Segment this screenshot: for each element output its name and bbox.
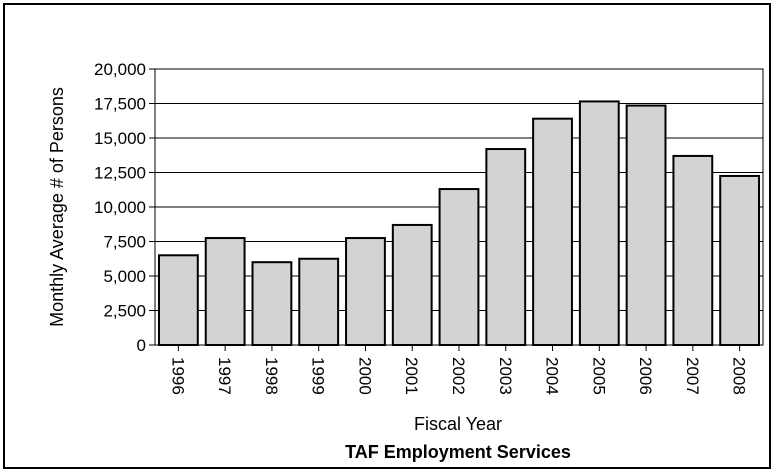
y-tick-label: 20,000 [94,60,146,79]
bar-1996 [157,254,199,346]
bar-2008 [719,174,761,346]
x-axis-title: Fiscal Year [414,414,502,434]
bar-2002 [438,188,480,346]
bar-2005 [578,100,620,347]
bar-1997 [204,237,246,346]
y-tick-label: 10,000 [94,198,146,217]
x-tick-label: 2006 [636,357,655,395]
bar-1999 [298,257,340,346]
bar-2000 [345,237,386,346]
bars [157,100,761,347]
x-tick-label: 2002 [449,357,468,395]
chart-title: TAF Employment Services [345,442,571,462]
y-tick-labels: 0 2,500 5,000 7,500 10,000 12,500 15,000 17,500… [94,60,146,355]
bar-2006 [625,104,667,346]
x-tick-label: 2003 [496,357,515,395]
y-tick-label: 17,500 [94,95,146,114]
y-tick-label: 2,500 [103,302,146,321]
axes [149,68,764,351]
bar-2004 [532,117,573,347]
bar-2007 [672,154,714,346]
y-tick-label: 0 [137,336,146,355]
x-tick-label: 2005 [589,357,608,395]
plot-area-border [154,68,764,346]
x-tick-label: 1999 [309,357,328,395]
x-tick-label: 2007 [683,357,702,395]
x-tick-label: 1997 [215,357,234,395]
x-tick-label: 2001 [402,357,421,395]
x-tick-labels: 1996 1997 1998 1999 2000 2001 2002 2003 2004 2005… [168,357,748,395]
y-axis-title: Monthly Average # of Persons [47,87,67,327]
x-tick-label: 1996 [168,357,187,395]
x-tick-label: 1998 [262,357,281,395]
bar-2001 [391,223,433,346]
x-tick-label: 2008 [730,357,749,395]
bar-1998 [251,261,293,347]
x-tick-label: 2004 [543,357,562,395]
y-tick-label: 7,500 [103,233,146,252]
bar-2003 [485,148,527,346]
y-tick-label: 15,000 [94,129,146,148]
y-tick-label: 12,500 [94,164,146,183]
x-tick-label: 2000 [355,357,374,395]
y-tick-label: 5,000 [103,267,146,286]
